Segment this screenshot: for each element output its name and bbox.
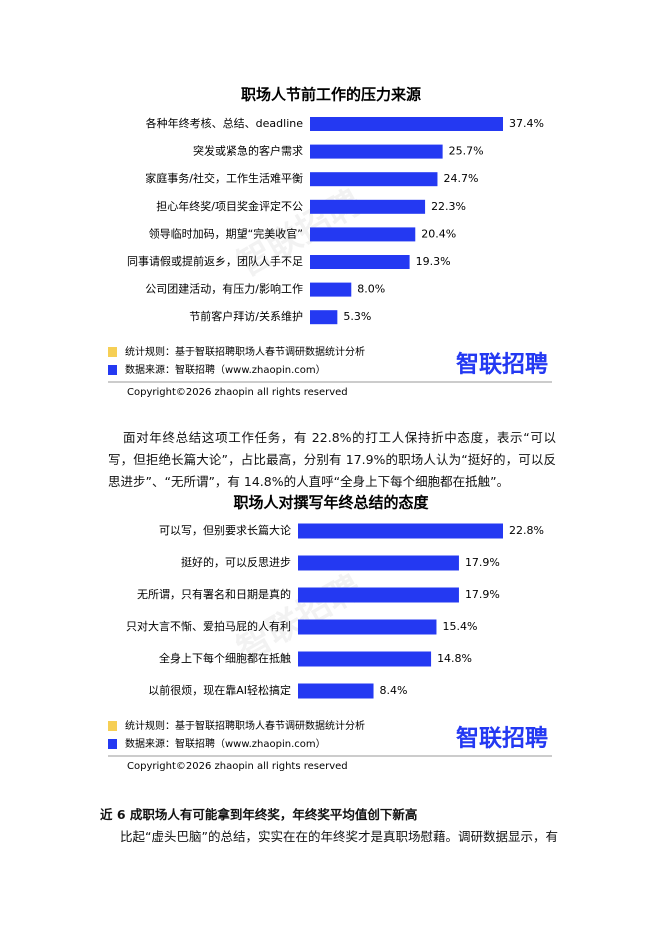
bar: [310, 117, 503, 131]
value-label: 22.8%: [509, 524, 544, 537]
value-label: 5.3%: [343, 310, 371, 323]
value-label: 37.4%: [509, 117, 544, 130]
category-label: 担心年终奖/项目奖金评定不公: [156, 199, 303, 213]
value-label: 17.9%: [465, 588, 500, 601]
bar: [310, 172, 438, 187]
value-label: 22.3%: [431, 200, 466, 213]
category-label: 各种年终考核、总结、deadline: [146, 116, 304, 130]
bar: [310, 255, 410, 269]
bar: [310, 227, 416, 242]
category-label: 节前客户拜访/关系维护: [189, 309, 303, 323]
bar: [310, 144, 443, 159]
value-label: 19.3%: [416, 255, 451, 268]
category-label: 以前很烦，现在靠AI轻松搞定: [148, 683, 291, 697]
category-label: 突发或紧急的客户需求: [193, 144, 303, 158]
value-label: 24.7%: [443, 172, 478, 185]
category-label: 全身上下每个细胞都在抵触: [159, 651, 291, 665]
value-label: 25.7%: [449, 145, 484, 158]
category-label: 只对大言不惭、爱拍马屁的人有利: [126, 619, 291, 633]
section-heading: 近 6 成职场人有可能拿到年终奖，年终奖平均值创下新高: [100, 807, 418, 822]
value-label: 20.4%: [421, 227, 456, 240]
bar: [310, 310, 338, 325]
chart-title: 职场人对撰写年终总结的态度: [233, 494, 429, 512]
legend-square-blue: [108, 739, 117, 749]
chart-title: 职场人节前工作的压力来源: [241, 86, 421, 104]
paragraph: 面对年终总结这项工作任务，有 22.8%的打工人保持折中态度，表示“可以写，但拒…: [108, 430, 556, 489]
value-label: 14.8%: [437, 652, 472, 665]
data-source: 数据来源：智联招聘（www.zhaopin.com）: [125, 737, 326, 750]
bar: [298, 587, 459, 603]
bar: [298, 555, 459, 571]
category-label: 公司团建活动，有压力/影响工作: [145, 282, 303, 296]
bar: [310, 282, 352, 297]
copyright: Copyright©2026 zhaopin all rights reserv…: [127, 387, 348, 398]
data-source: 数据来源：智联招聘（www.zhaopin.com）: [125, 363, 326, 376]
stat-rule: 统计规则：基于智联招聘职场人春节调研数据统计分析: [125, 345, 365, 358]
legend-square-yellow: [108, 347, 117, 357]
bar: [310, 199, 426, 214]
value-label: 8.4%: [380, 684, 408, 697]
category-label: 无所谓，只有署名和日期是真的: [137, 587, 291, 601]
value-label: 15.4%: [442, 620, 477, 633]
category-label: 同事请假或提前返乡，团队人手不足: [127, 254, 303, 268]
legend-square-blue: [108, 365, 117, 375]
logo: 智联招聘: [456, 351, 548, 378]
value-label: 17.9%: [465, 556, 500, 569]
legend-square-yellow: [108, 721, 117, 731]
category-label: 家庭事务/社交，工作生活难平衡: [145, 171, 303, 185]
logo: 智联招聘: [456, 725, 548, 752]
bar: [298, 619, 437, 635]
bar: [298, 523, 503, 539]
paragraph: 比起“虚头巴脑”的总结，实实在在的年终奖才是真职场慰藉。调研数据显示，有 58.…: [120, 829, 558, 844]
bar: [298, 683, 374, 699]
category-label: 可以写，但别要求长篇大论: [159, 523, 291, 537]
category-label: 领导临时加码，期望“完美收官”: [149, 226, 303, 240]
copyright: Copyright©2026 zhaopin all rights reserv…: [127, 761, 348, 772]
stat-rule: 统计规则：基于智联招聘职场人春节调研数据统计分析: [125, 719, 365, 732]
category-label: 挺好的，可以反思进步: [181, 555, 291, 569]
value-label: 8.0%: [357, 283, 385, 296]
bar: [298, 651, 432, 667]
